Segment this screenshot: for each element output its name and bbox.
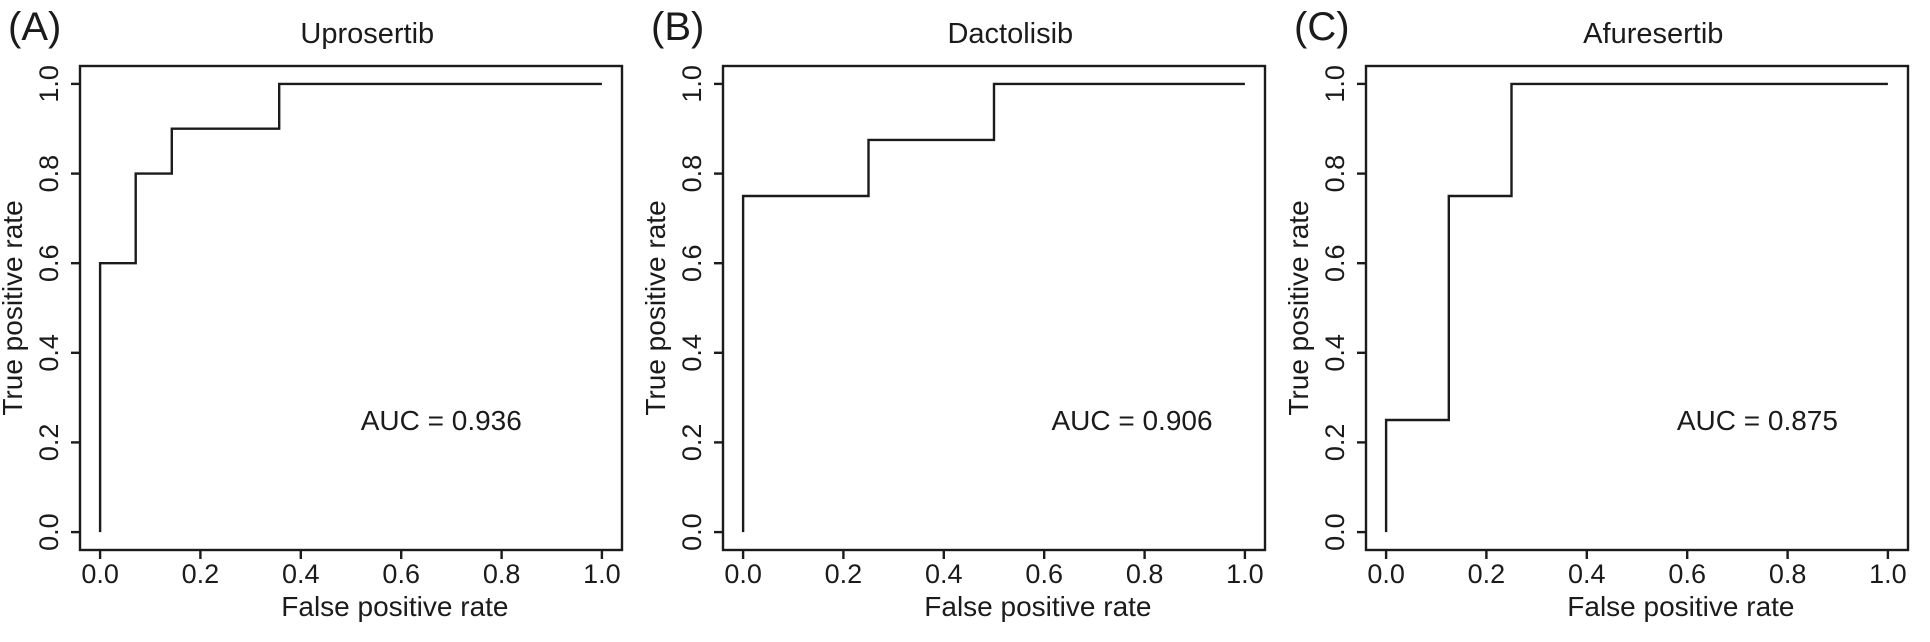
x-axis-tick-label: 1.0 xyxy=(1226,559,1264,589)
y-axis-tick-label: 0.6 xyxy=(34,244,64,282)
x-axis-tick-label: 0.0 xyxy=(81,559,119,589)
x-axis-tick-label: 0.4 xyxy=(1568,559,1606,589)
roc-plot-dactolisib: (B) Dactolisib 0.0 0.2 0.4 0.6 0.8 1.0 0.0 0.2 0.4… xyxy=(643,5,1267,622)
y-axis-tick-label: 0.6 xyxy=(677,244,707,282)
plot-box xyxy=(721,64,1267,552)
y-axis-title: True positive rate xyxy=(0,200,28,415)
y-axis-tick-label: 0.8 xyxy=(677,155,707,193)
y-axis-tick-label: 0.0 xyxy=(1320,513,1350,551)
auc-annotation: AUC = 0.906 xyxy=(1051,405,1212,436)
x-axis-tick-label: 0.6 xyxy=(1668,559,1706,589)
panel-title: Uprosertib xyxy=(300,18,434,50)
plot-box xyxy=(1364,64,1910,552)
y-axis-tick-label: 0.8 xyxy=(34,155,64,193)
y-axis-tick-label: 0.6 xyxy=(1320,244,1350,282)
y-axis-tick-label: 0.4 xyxy=(1320,334,1350,372)
x-axis-tick-label: 1.0 xyxy=(583,559,621,589)
x-axis-title: False positive rate xyxy=(924,591,1151,622)
x-axis-tick-label: 0.0 xyxy=(1367,559,1405,589)
panel-letter: (A) xyxy=(8,5,61,49)
y-axis-tick-label: 0.2 xyxy=(677,424,707,462)
roc-panel-a: (A) Uprosertib 0.0 0.2 0.4 0.6 0.8 1.0 0.0 0.2 0.4… xyxy=(0,0,643,642)
x-axis-title: False positive rate xyxy=(281,591,508,622)
roc-panel-b: (B) Dactolisib 0.0 0.2 0.4 0.6 0.8 1.0 0.0 0.2 0.4… xyxy=(643,0,1286,642)
y-axis-title: True positive rate xyxy=(643,200,671,415)
x-axis-tick-label: 0.0 xyxy=(724,559,762,589)
x-axis-tick-label: 0.4 xyxy=(282,559,320,589)
x-axis-title: False positive rate xyxy=(1567,591,1794,622)
x-axis-tick-label: 0.2 xyxy=(825,559,863,589)
panel-letter: (B) xyxy=(651,5,704,49)
y-axis-tick-label: 1.0 xyxy=(677,65,707,103)
x-axis-tick-label: 0.6 xyxy=(1025,559,1063,589)
y-axis-tick-label: 1.0 xyxy=(1320,65,1350,103)
x-axis-tick-label: 0.2 xyxy=(182,559,220,589)
roc-curve xyxy=(741,82,1245,533)
roc-curve xyxy=(98,82,602,533)
x-axis-tick-label: 1.0 xyxy=(1869,559,1907,589)
y-axis-tick-label: 0.0 xyxy=(677,513,707,551)
y-axis-tick-label: 0.4 xyxy=(677,334,707,372)
panel-title: Afuresertib xyxy=(1583,18,1723,50)
auc-annotation: AUC = 0.936 xyxy=(361,405,522,436)
plot-box xyxy=(78,64,624,552)
x-axis-tick-label: 0.8 xyxy=(1126,559,1164,589)
roc-panel-c: (C) Afuresertib 0.0 0.2 0.4 0.6 0.8 1.0 0.0 0.2 0.… xyxy=(1286,0,1930,642)
x-axis-tick-label: 0.8 xyxy=(1769,559,1807,589)
panel-title: Dactolisib xyxy=(947,18,1073,50)
y-axis-tick-label: 0.4 xyxy=(34,334,64,372)
roc-plot-afuresertib: (C) Afuresertib 0.0 0.2 0.4 0.6 0.8 1.0 0.0 0.2 0.… xyxy=(1286,5,1910,622)
y-axis-tick-label: 0.2 xyxy=(1320,424,1350,462)
x-axis-tick-label: 0.2 xyxy=(1468,559,1506,589)
y-axis-tick-label: 1.0 xyxy=(34,65,64,103)
panel-letter: (C) xyxy=(1294,5,1350,49)
roc-plot-uprosertib: (A) Uprosertib 0.0 0.2 0.4 0.6 0.8 1.0 0.0 0.2 0.4… xyxy=(0,5,624,622)
y-axis-title: True positive rate xyxy=(1286,200,1314,415)
x-axis-tick-label: 0.8 xyxy=(483,559,521,589)
roc-curve xyxy=(1384,82,1888,533)
auc-annotation: AUC = 0.875 xyxy=(1677,405,1838,436)
y-axis-tick-label: 0.0 xyxy=(34,513,64,551)
x-axis-tick-label: 0.4 xyxy=(925,559,963,589)
y-axis-tick-label: 0.2 xyxy=(34,424,64,462)
x-axis-tick-label: 0.6 xyxy=(382,559,420,589)
y-axis-tick-label: 0.8 xyxy=(1320,155,1350,193)
